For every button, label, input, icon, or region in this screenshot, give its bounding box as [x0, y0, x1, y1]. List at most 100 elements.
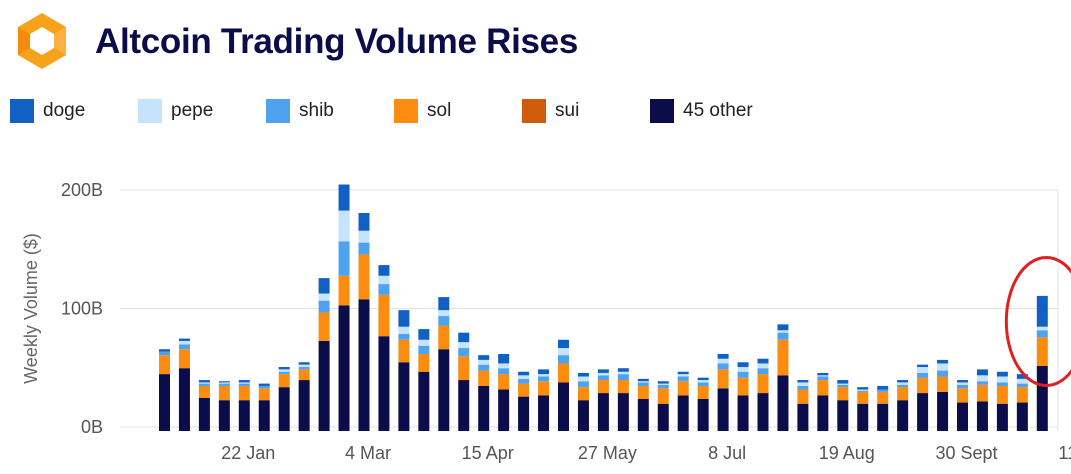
bar-segment-other [817, 395, 829, 431]
bar-segment-pepe [338, 210, 350, 242]
bar-segment-sol [518, 383, 530, 397]
legend-item-pepe[interactable]: pepe [138, 99, 213, 123]
bar-segment-doge [677, 371, 689, 375]
bar-segment-pepe [917, 367, 929, 373]
bar-segment-shib [238, 383, 250, 386]
legend-item-shib[interactable]: shib [266, 99, 334, 123]
chart-annotations [1004, 255, 1071, 387]
bar-segment-sol [917, 377, 929, 394]
bar-segment-doge [378, 265, 390, 276]
bar-segment-pepe [538, 374, 550, 377]
legend-item-sol[interactable]: sol [394, 99, 451, 123]
orange-hexagon-logo-icon [18, 13, 66, 69]
chart-legend: doge pepe shib sol sui 45 other [10, 99, 1010, 127]
bar-segment-sol [717, 369, 729, 389]
bar-segment-other [178, 368, 190, 431]
bar-segment-doge [218, 381, 230, 383]
bar-segment-doge [777, 324, 789, 331]
legend-item-doge[interactable]: doge [10, 99, 85, 123]
legend-item-sui[interactable]: sui [522, 99, 579, 123]
bar-segment-other [976, 401, 988, 431]
bar-segment-shib [278, 371, 290, 375]
bar-segment-pepe [697, 380, 709, 383]
chart-bars [159, 184, 1048, 431]
bar-segment-sol [178, 349, 190, 369]
bar-segment-shib [518, 378, 530, 384]
bar-segment-other [957, 402, 968, 431]
bar-segment-sol [1016, 387, 1028, 403]
bar-segment-pepe [238, 382, 250, 384]
page-title: Altcoin Trading Volume Rises [95, 22, 578, 61]
bar-segment-other [737, 395, 749, 431]
bar-segment-shib [737, 371, 749, 378]
bar-segment-doge [617, 368, 629, 372]
bar-segment-doge [438, 297, 450, 311]
bar-segment-pepe [937, 363, 949, 371]
bar-segment-other [238, 400, 250, 431]
bar-segment-other [258, 400, 270, 431]
legend-swatch-other [650, 99, 674, 123]
x-axis-ticks: 22 Jan 4 Mar 15 Apr 27 May 8 Jul 19 Aug 30 Sep… [221, 443, 1071, 463]
legend-label-shib: shib [299, 100, 334, 121]
bar-segment-sol [318, 312, 330, 341]
bar-segment-pepe [378, 275, 390, 285]
bar-segment-shib [258, 385, 270, 389]
bar-segment-other [1036, 365, 1048, 431]
bar-segment-other [218, 400, 230, 431]
bar-segment-sol [258, 388, 270, 401]
bar-segment-pepe [318, 293, 330, 301]
bar-segment-pepe [438, 310, 450, 317]
bar-segment-other [697, 399, 709, 431]
bar-segment-doge [318, 278, 330, 294]
bar-segment-other [577, 400, 589, 431]
bar-segment-doge [1016, 374, 1028, 379]
bar-segment-shib [976, 381, 988, 385]
bar-segment-doge [957, 380, 968, 383]
bar-segment-other [278, 387, 290, 431]
bar-segment-pepe [677, 374, 689, 377]
bar-segment-sol [597, 380, 609, 394]
bar-segment-doge [298, 362, 310, 365]
bar-segment-shib [338, 241, 350, 276]
legend-label-sui: sui [555, 100, 580, 121]
bar-segment-doge [637, 378, 649, 382]
bar-segment-sol [398, 339, 410, 363]
bar-segment-shib [378, 284, 390, 295]
bar-segment-doge [1036, 295, 1048, 327]
bar-segment-other [877, 403, 889, 431]
bar-segment-other [318, 340, 330, 431]
bar-segment-other [657, 403, 669, 431]
x-tick-label: 8 Jul [708, 443, 746, 463]
bar-segment-doge [278, 367, 290, 370]
bar-segment-pepe [817, 375, 829, 377]
bar-segment-shib [478, 364, 490, 371]
x-tick-label: 22 Jan [221, 443, 275, 463]
bar-segment-pepe [976, 375, 988, 382]
bar-segment-shib [996, 382, 1008, 386]
bar-segment-sol [298, 369, 310, 381]
bar-segment-other [837, 400, 849, 431]
bar-segment-sol [1036, 337, 1048, 366]
bar-segment-pepe [358, 230, 370, 243]
bar-segment-pepe [1036, 326, 1048, 331]
bar-segment-shib [877, 389, 889, 392]
legend-item-other[interactable]: 45 other [650, 99, 753, 123]
bar-segment-shib [398, 333, 410, 340]
chart-gridlines [120, 189, 1059, 431]
legend-label-pepe: pepe [171, 100, 214, 121]
bar-segment-shib [159, 351, 170, 356]
bar-segment-pepe [498, 363, 510, 369]
stacked-bar-chart: 0B 100B 200B Weekly Volume ($) 22 Jan 4 Mar… [21, 180, 1071, 463]
bar-segment-shib [1036, 330, 1048, 338]
legend-swatch-sol [394, 99, 418, 123]
bar-segment-sol [957, 388, 968, 403]
bar-segment-shib [697, 382, 709, 386]
bar-segment-sol [218, 385, 230, 401]
bar-segment-pepe [637, 381, 649, 383]
bar-segment-shib [617, 374, 629, 381]
bar-segment-sol [498, 374, 510, 390]
bar-segment-shib [418, 345, 430, 354]
bar-segment-pepe [757, 363, 769, 369]
bar-segment-pepe [837, 383, 849, 385]
bar-segment-sol [857, 391, 869, 404]
